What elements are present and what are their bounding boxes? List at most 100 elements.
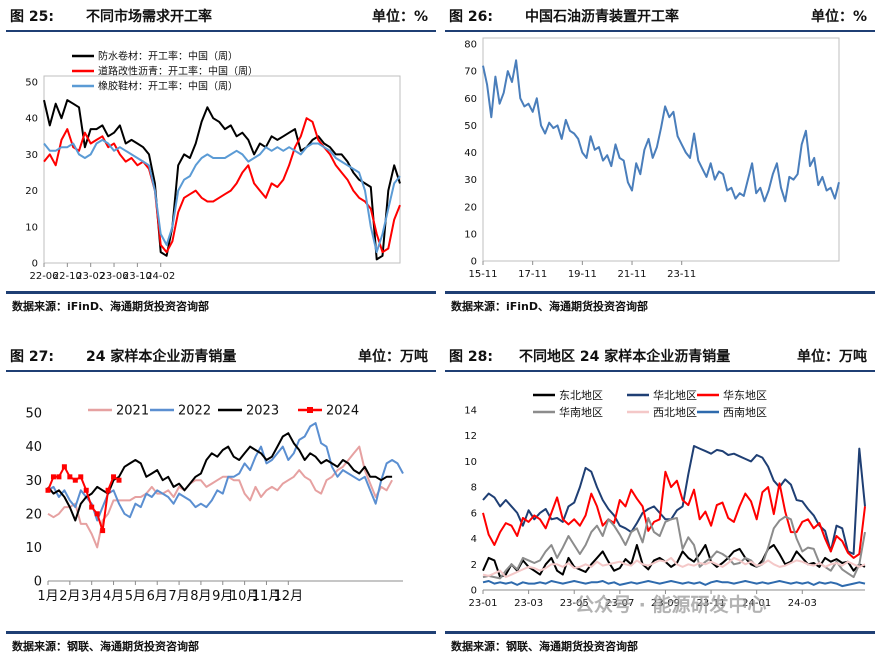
- chart-unit: 单位：%: [371, 9, 428, 25]
- y-tick-label: 14: [464, 406, 477, 417]
- title-divider: [6, 30, 436, 32]
- legend-label: 2021: [116, 404, 149, 419]
- series-line: [482, 544, 866, 579]
- y-tick-label: 8: [471, 483, 477, 494]
- x-tick-label: 9月: [212, 589, 233, 604]
- y-tick-label: 4: [471, 534, 477, 545]
- x-tick-label: 15-11: [468, 269, 497, 280]
- bottom-divider: [445, 631, 875, 634]
- series-line: [482, 556, 866, 579]
- x-tick-label: 23-02: [76, 271, 105, 282]
- x-tick-label: 17-11: [518, 269, 547, 280]
- y-tick-label: 10: [25, 222, 38, 233]
- legend-label: 2023: [246, 404, 279, 419]
- title-divider: [445, 30, 875, 32]
- x-tick-label: 6月: [147, 589, 168, 604]
- figure-number: 图 25:: [10, 9, 54, 25]
- y-tick-label: 50: [25, 78, 38, 89]
- x-tick-label: 23-01: [468, 598, 497, 609]
- x-tick-label: 7月: [168, 589, 189, 604]
- series-marker: [100, 528, 106, 534]
- x-tick-label: 22-10: [53, 271, 82, 282]
- y-tick-label: 12: [464, 431, 477, 442]
- chart-svg: 0 2 4 6 8 10 12 14 23-01 23-03 23-05 23-07 23-09 23-1…: [464, 388, 866, 609]
- y-tick-label: 40: [25, 114, 38, 125]
- bottom-divider: [445, 291, 875, 294]
- legend-label: 华北地区: [653, 388, 697, 402]
- chart-title: 中国石油沥青装置开工率: [525, 9, 679, 25]
- legend-label: 橡胶鞋材：开工率：中国（周）: [98, 80, 238, 93]
- watermark: 公众号 · 能源研发中心: [575, 594, 767, 616]
- x-tick-label: 12月: [274, 589, 304, 604]
- series-marker: [94, 511, 100, 517]
- series-marker: [61, 464, 67, 470]
- chart-title-bar: 图 26: 中国石油沥青装置开工率 单位：%: [449, 6, 867, 28]
- chart-title: 24 家样本企业沥青销量: [86, 349, 237, 365]
- data-source: 数据来源：iFinD、海通期货投资咨询部: [451, 300, 649, 313]
- x-tick-label: 24-01: [742, 598, 771, 609]
- x-tick-label: 21-11: [617, 269, 646, 280]
- y-tick-label: 50: [464, 121, 477, 132]
- y-tick-label: 0: [32, 259, 38, 270]
- legend-label: 西北地区: [653, 406, 697, 419]
- y-tick-label: 6: [471, 508, 477, 519]
- figure-number: 图 27:: [10, 349, 54, 365]
- series-line: [482, 580, 866, 588]
- legend-label: 华东地区: [723, 388, 767, 402]
- plot-frame: [482, 37, 840, 262]
- x-tick-label: 8月: [190, 589, 211, 604]
- legend-marker: [307, 407, 313, 413]
- y-tick-label: 40: [25, 440, 42, 455]
- x-tick-label: 4月: [103, 589, 124, 604]
- chart-unit: 单位：%: [810, 9, 867, 25]
- chart-title-bar: 图 25: 不同市场需求开工率 单位：%: [10, 6, 428, 28]
- x-tick-label: 23-05: [560, 598, 589, 609]
- series-line: [47, 432, 393, 522]
- series-line: [482, 59, 840, 203]
- plot-frame: [43, 75, 401, 264]
- chart-panel-26: 图 26: 中国石油沥青装置开工率 单位：% 0 10 20 30 40 50 60 70 80…: [445, 0, 875, 313]
- x-tick-label: 5月: [125, 589, 146, 604]
- chart-svg: 0 10 20 30 40 50 60 70 80 15-11 17-11 19-11 21-11 23-…: [464, 37, 840, 280]
- y-tick-label: 80: [464, 40, 477, 51]
- y-tick-label: 2: [471, 560, 477, 571]
- chart-title-bar: 图 28: 不同地区 24 家样本企业沥青销量 单位：万吨: [449, 346, 867, 368]
- series-marker: [50, 474, 56, 480]
- x-tick-label: 23-10: [123, 271, 152, 282]
- y-tick-label: 0: [471, 257, 477, 268]
- figure-number: 图 28:: [449, 349, 493, 365]
- bottom-divider: [6, 631, 436, 634]
- x-tick-label: 23-06: [100, 271, 129, 282]
- x-tick-label: 23-11: [667, 269, 696, 280]
- y-tick-label: 20: [25, 186, 38, 197]
- series-marker: [72, 477, 78, 483]
- y-tick-label: 10: [25, 541, 42, 556]
- x-tick-label: 24-02: [146, 271, 175, 282]
- y-tick-label: 0: [34, 575, 42, 590]
- series-marker: [67, 474, 73, 480]
- series-marker: [89, 504, 95, 510]
- figure-number: 图 26:: [449, 9, 493, 25]
- legend-label: 西南地区: [723, 406, 767, 419]
- x-tick-label: 1月: [37, 589, 58, 604]
- legend-label: 道路改性沥青：开工率：中国（周）: [98, 65, 258, 78]
- series-marker: [83, 487, 89, 493]
- y-tick-label: 10: [464, 229, 477, 240]
- series-marker: [78, 474, 84, 480]
- y-tick-label: 10: [464, 457, 477, 468]
- legend-label: 2024: [326, 404, 359, 419]
- title-divider: [6, 370, 436, 372]
- y-tick-label: 30: [25, 150, 38, 161]
- series-line: [43, 117, 401, 254]
- x-tick-label: 3月: [81, 589, 102, 604]
- series-line: [47, 422, 404, 522]
- y-tick-label: 40: [464, 148, 477, 159]
- data-source: 数据来源：钢联、海通期货投资咨询部: [451, 640, 638, 653]
- legend-label: 2022: [178, 404, 211, 419]
- x-tick-label: 22-06: [29, 271, 58, 282]
- data-source: 数据来源：钢联、海通期货投资咨询部: [12, 640, 199, 653]
- y-tick-label: 60: [464, 94, 477, 105]
- y-tick-label: 20: [25, 507, 42, 522]
- x-tick-label: 2月: [59, 589, 80, 604]
